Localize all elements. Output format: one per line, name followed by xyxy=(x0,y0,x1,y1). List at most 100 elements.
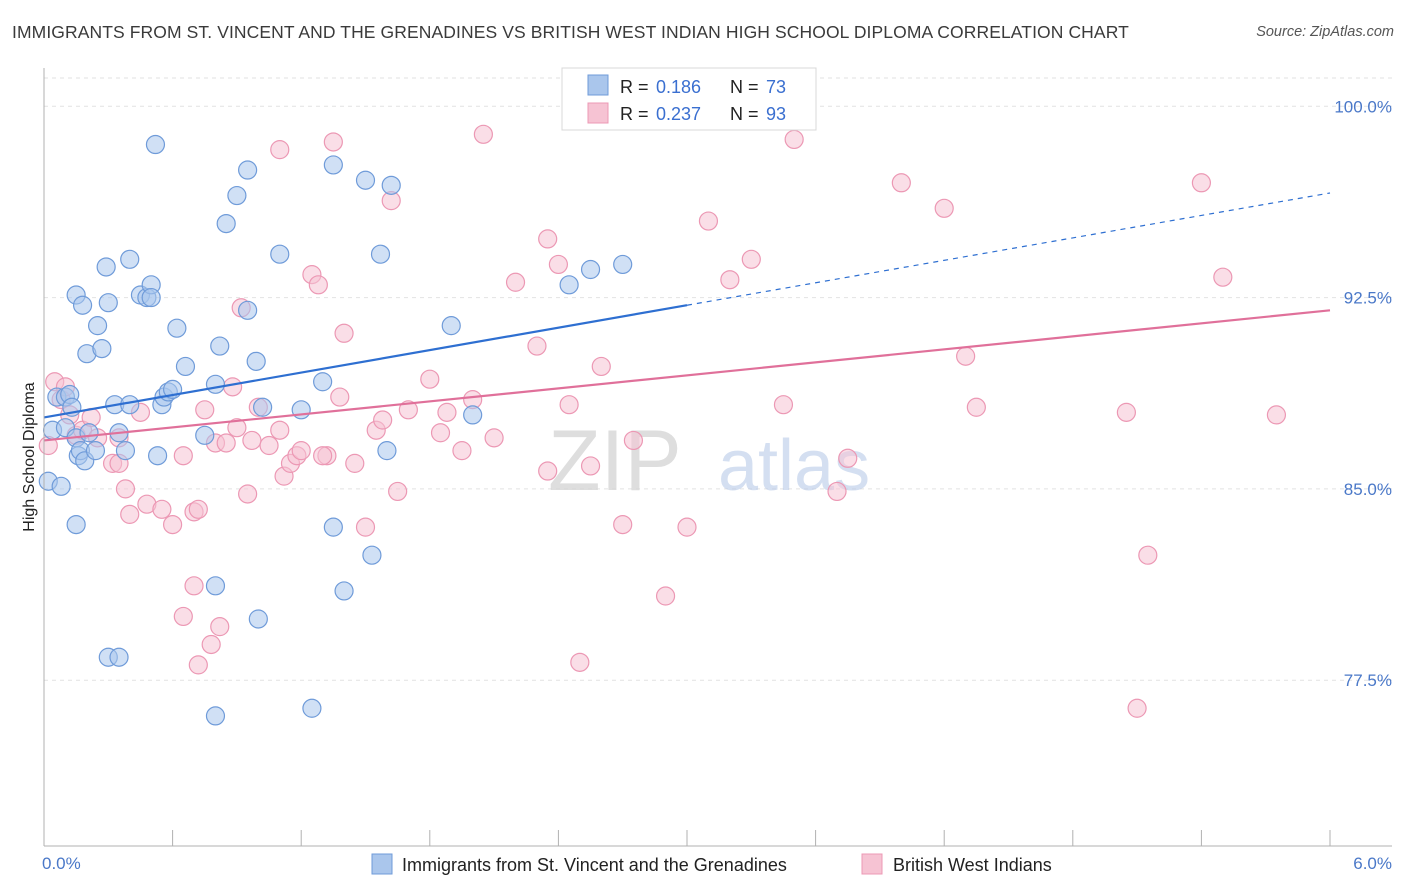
blue-point xyxy=(205,576,226,596)
blue-point xyxy=(248,609,268,629)
pink-point xyxy=(559,395,579,415)
blue-point xyxy=(167,318,187,338)
pink-point xyxy=(720,270,740,290)
blue-point xyxy=(72,295,93,315)
blue-point xyxy=(115,441,136,461)
pink-point xyxy=(741,249,761,269)
blue-point xyxy=(87,316,108,336)
pink-point xyxy=(1213,267,1233,287)
pink-point xyxy=(580,456,601,476)
blue-point xyxy=(92,338,112,359)
pink-point xyxy=(201,634,221,655)
bottom-legend: Immigrants from St. Vincent and the Gren… xyxy=(371,853,1052,875)
pink-point xyxy=(120,504,140,524)
pink-point xyxy=(1138,545,1158,565)
pink-point xyxy=(195,400,215,420)
pink-point xyxy=(238,484,258,504)
pink-point xyxy=(473,124,493,144)
blue-point xyxy=(205,374,226,394)
legend-r-value-blue: 0.186 xyxy=(656,77,701,97)
stats-legend: R = 0.186 N = 73 R = 0.237 N = 93 xyxy=(561,67,817,131)
pink-point xyxy=(1191,173,1212,193)
blue-point xyxy=(559,275,579,295)
blue-trend-extension xyxy=(686,192,1331,306)
blue-point xyxy=(216,214,236,234)
blue-point xyxy=(85,441,106,461)
blue-point xyxy=(145,134,166,155)
legend-swatch-pink xyxy=(587,102,609,124)
y-tick-labels: 77.5% 85.0% 92.5% 100.0% xyxy=(1334,97,1392,690)
pink-point xyxy=(323,132,343,152)
pink-point xyxy=(623,430,644,451)
blue-point xyxy=(98,293,118,313)
pink-point xyxy=(548,254,569,275)
blue-point xyxy=(580,259,601,280)
blue-point xyxy=(370,244,391,264)
pink-point xyxy=(373,410,393,430)
pink-point xyxy=(184,576,204,596)
blue-point xyxy=(613,254,633,275)
blue-point xyxy=(120,249,140,269)
x-tick-label-min: 0.0% xyxy=(42,854,81,873)
pink-point xyxy=(163,514,183,535)
y-tick-label: 77.5% xyxy=(1344,671,1392,690)
pink-point xyxy=(430,423,451,443)
x-axis-ticks xyxy=(43,830,1331,846)
blue-point xyxy=(246,351,266,371)
pink-point xyxy=(677,517,697,537)
pink-point xyxy=(216,433,236,453)
pink-point xyxy=(934,198,954,218)
pink-point xyxy=(1116,402,1136,422)
pink-point xyxy=(827,481,847,502)
pink-point xyxy=(784,129,804,150)
pink-point xyxy=(308,275,328,295)
blue-point xyxy=(210,336,230,356)
source-label: Source: ZipAtlas.com xyxy=(1256,24,1394,40)
pink-point xyxy=(313,446,333,466)
pink-point xyxy=(334,323,354,343)
pink-point xyxy=(773,395,794,415)
blue-point xyxy=(441,316,461,336)
bottom-legend-swatch-blue xyxy=(371,853,393,875)
pink-point xyxy=(613,514,633,535)
pink-point xyxy=(223,377,243,397)
blue-series-points xyxy=(38,134,633,726)
pink-point xyxy=(173,446,193,466)
pink-point xyxy=(1127,698,1147,718)
pink-point xyxy=(259,435,279,456)
blue-point xyxy=(147,446,168,466)
blue-point xyxy=(109,647,129,667)
blue-point xyxy=(96,257,116,277)
blue-point xyxy=(66,514,86,535)
pink-point xyxy=(398,400,418,420)
bottom-legend-label-pink: British West Indians xyxy=(893,855,1052,875)
bottom-legend-label-blue: Immigrants from St. Vincent and the Gren… xyxy=(402,855,787,875)
trend-lines xyxy=(43,192,1331,442)
pink-point xyxy=(484,428,504,448)
pink-point xyxy=(188,499,208,519)
pink-point xyxy=(420,369,440,389)
legend-r-label-pink: R = xyxy=(620,104,649,124)
pink-point xyxy=(838,448,858,468)
pink-point xyxy=(966,397,986,417)
chart-title: IMMIGRANTS FROM ST. VINCENT AND THE GREN… xyxy=(12,22,1129,42)
legend-n-label-pink: N = xyxy=(730,104,759,124)
pink-trend-line xyxy=(43,309,1331,442)
blue-point xyxy=(334,581,354,601)
legend-n-value-pink: 93 xyxy=(766,104,786,124)
pink-point xyxy=(452,441,472,461)
blue-point xyxy=(79,423,99,443)
pink-point xyxy=(188,655,208,675)
pink-point xyxy=(227,418,247,438)
legend-n-label-blue: N = xyxy=(730,77,759,97)
watermark-zip: ZIP xyxy=(548,413,682,509)
pink-point xyxy=(330,387,350,407)
y-tick-label: 85.0% xyxy=(1344,480,1392,499)
pink-point xyxy=(527,336,547,356)
pink-point xyxy=(242,430,262,451)
pink-point xyxy=(891,173,911,193)
blue-point xyxy=(323,517,343,537)
pink-point xyxy=(655,586,676,606)
pink-point xyxy=(355,517,376,537)
legend-r-label-blue: R = xyxy=(620,77,649,97)
